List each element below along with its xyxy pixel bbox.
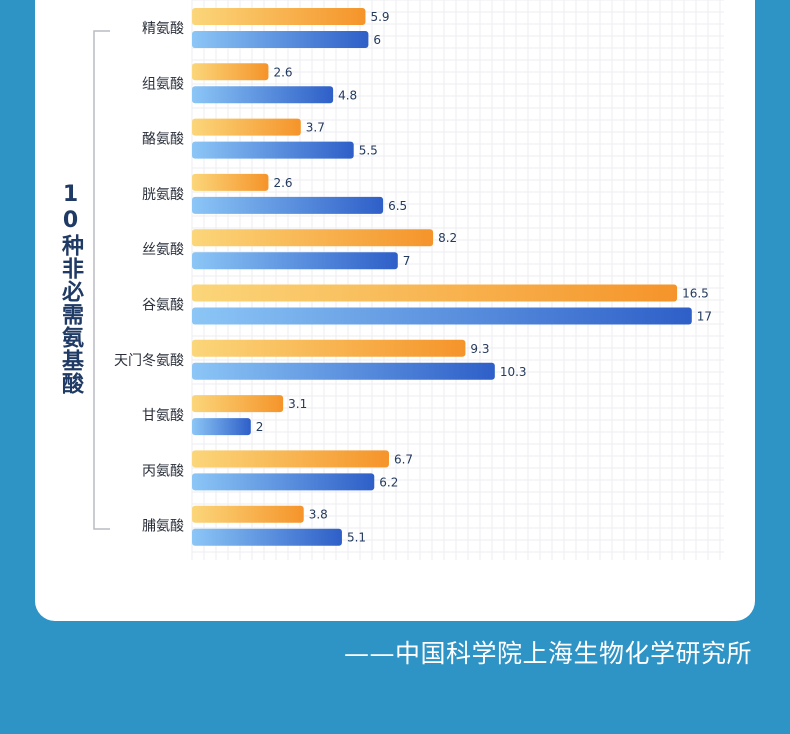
- bar: [192, 118, 301, 136]
- value-label: 9.3: [470, 342, 489, 356]
- value-label: 5.5: [359, 144, 378, 158]
- bar: [192, 173, 269, 191]
- bar: [192, 8, 366, 25]
- bars: [192, 8, 692, 546]
- value-label: 4.8: [338, 88, 357, 102]
- category-label: 精氨酸: [142, 21, 184, 37]
- bar: [192, 86, 334, 104]
- bar: [192, 339, 466, 357]
- category-label: 丙氨酸: [142, 463, 184, 479]
- value-label: 5.1: [347, 531, 366, 545]
- bar: [192, 31, 369, 48]
- bar: [192, 141, 354, 159]
- value-label: 6.7: [394, 452, 413, 466]
- bar: [192, 505, 304, 523]
- value-labels: 5.9 6 2.6 4.8 3.7 5.5 2.6 6.5 8.2 7 16.5 17 9.3 10.3 3…: [256, 10, 712, 545]
- bar: [192, 528, 342, 546]
- group-label: 10种非必需氨基酸: [58, 182, 83, 395]
- category-label: 脯氨酸: [142, 519, 184, 535]
- value-label: 3.8: [309, 508, 328, 522]
- category-label: 丝氨酸: [142, 242, 184, 258]
- value-label: 10.3: [500, 365, 527, 379]
- source-credit: ——中国科学院上海生物化学研究所: [343, 639, 752, 668]
- value-label: 16.5: [682, 287, 709, 301]
- category-label: 胱氨酸: [142, 187, 184, 203]
- bar: [192, 63, 269, 81]
- value-label: 17: [697, 310, 712, 324]
- bar: [192, 395, 284, 413]
- category-label: 酪氨酸: [142, 132, 184, 148]
- bar: [192, 473, 375, 491]
- bar: [192, 362, 495, 380]
- value-label: 7: [403, 254, 411, 268]
- value-label: 8.2: [438, 231, 457, 245]
- value-label: 3.7: [306, 121, 325, 135]
- category-label: 甘氨酸: [142, 408, 184, 424]
- value-label: 6.2: [379, 475, 398, 489]
- category-label: 谷氨酸: [142, 298, 184, 314]
- value-label: 6.5: [388, 199, 407, 213]
- bar: [192, 196, 384, 214]
- value-label: 2.6: [273, 65, 292, 79]
- value-label: 3.1: [288, 397, 307, 411]
- bar: [192, 229, 434, 247]
- bar: [192, 307, 692, 325]
- value-label: 2.6: [273, 176, 292, 190]
- group-bracket: [93, 30, 110, 530]
- value-label: 5.9: [370, 10, 389, 24]
- bar: [192, 284, 678, 302]
- category-label: 组氨酸: [142, 76, 184, 92]
- bar: [192, 252, 398, 270]
- category-label: 天门冬氨酸: [114, 353, 184, 369]
- bar: [192, 450, 389, 468]
- value-label: 2: [256, 420, 264, 434]
- value-label: 6: [373, 33, 381, 47]
- bar: [192, 418, 251, 436]
